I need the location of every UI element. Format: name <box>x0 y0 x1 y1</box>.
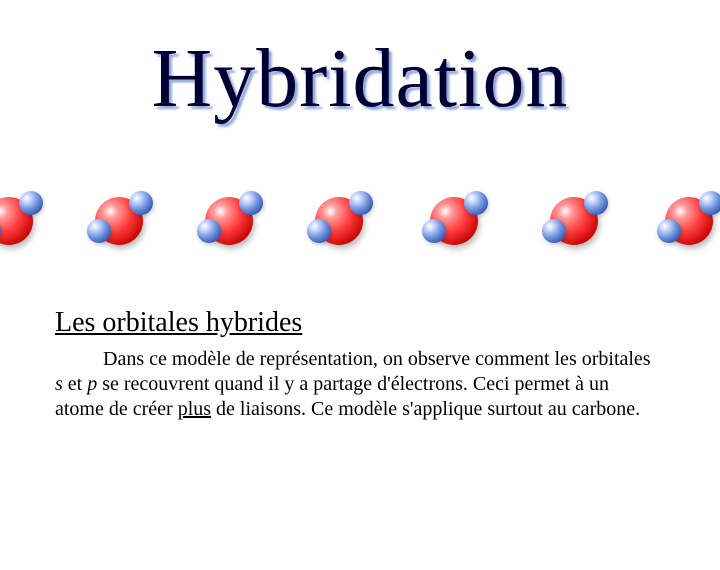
text-fragment: de liaisons. Ce modèle s'applique surtou… <box>211 398 640 420</box>
hydrogen-sphere <box>699 191 720 215</box>
hydrogen-sphere <box>87 219 111 243</box>
molecule <box>665 197 720 267</box>
page-title: Hybridation <box>0 30 720 127</box>
hydrogen-sphere <box>584 191 608 215</box>
text-fragment: Dans ce modèle de représentation, on obs… <box>103 348 651 370</box>
hydrogen-sphere <box>129 191 153 215</box>
hydrogen-sphere <box>657 219 681 243</box>
hydrogen-sphere <box>19 191 43 215</box>
italic-s: s <box>55 373 63 395</box>
hydrogen-sphere <box>239 191 263 215</box>
underlined-plus: plus <box>178 398 211 420</box>
hydrogen-sphere <box>422 219 446 243</box>
molecule <box>95 197 165 267</box>
molecule <box>315 197 385 267</box>
hydrogen-sphere <box>542 219 566 243</box>
hydrogen-sphere <box>307 219 331 243</box>
hydrogen-sphere <box>464 191 488 215</box>
section-subtitle: Les orbitales hybrides <box>55 307 720 339</box>
molecule <box>0 197 55 267</box>
italic-p: p <box>87 373 97 395</box>
molecule <box>550 197 620 267</box>
hydrogen-sphere <box>197 219 221 243</box>
molecule <box>430 197 500 267</box>
molecule-row <box>0 167 720 297</box>
molecule <box>205 197 275 267</box>
body-paragraph: Dans ce modèle de représentation, on obs… <box>55 347 660 422</box>
text-fragment: et <box>63 373 87 395</box>
hydrogen-sphere <box>349 191 373 215</box>
